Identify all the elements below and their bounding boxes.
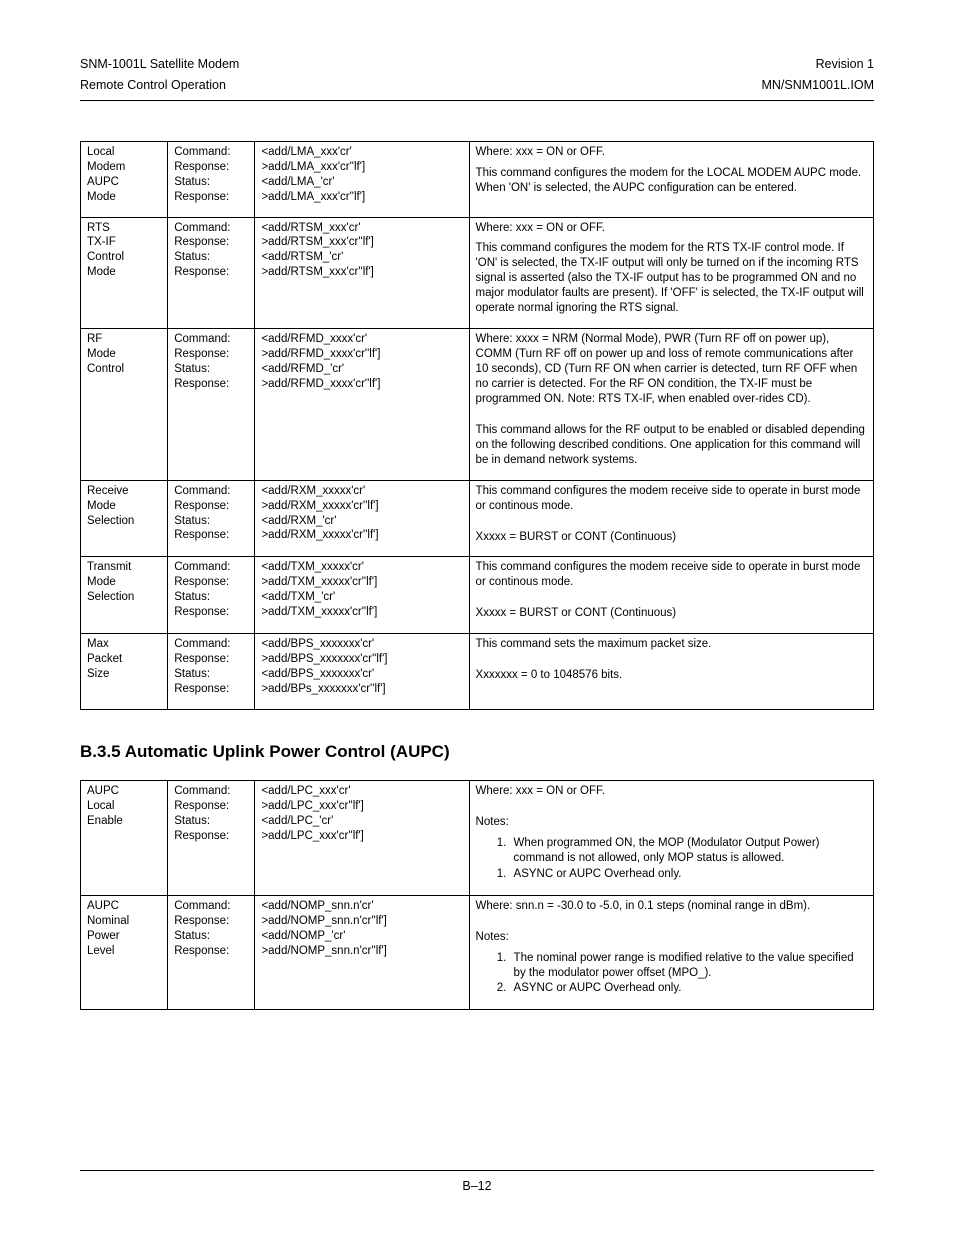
header-right-1: Revision 1 — [816, 56, 874, 73]
command-table-2: AUPCLocalEnableCommand:Response:Status:R… — [80, 780, 874, 1010]
parameter-name: RFModeControl — [81, 329, 168, 481]
table-row: RFModeControlCommand:Response:Status:Res… — [81, 329, 874, 481]
table-row: AUPCNominalPowerLevelCommand:Response:St… — [81, 895, 874, 1010]
table-row: TransmitModeSelectionCommand:Response:St… — [81, 557, 874, 634]
syntax-column: <add/RFMD_xxxx'cr'>add/RFMD_xxxx'cr''lf'… — [255, 329, 469, 481]
syntax-column: <add/RXM_xxxxx'cr'>add/RXM_xxxxx'cr''lf'… — [255, 480, 469, 557]
parameter-name: AUPCLocalEnable — [81, 781, 168, 896]
description-column: Where: xxxx = NRM (Normal Mode), PWR (Tu… — [469, 329, 873, 481]
header-rule — [80, 100, 874, 101]
label-column: Command:Response:Status:Response: — [168, 141, 255, 217]
parameter-name: AUPCNominalPowerLevel — [81, 895, 168, 1010]
command-table-1: LocalModemAUPCModeCommand:Response:Statu… — [80, 141, 874, 710]
description-column: Where: snn.n = -30.0 to -5.0, in 0.1 ste… — [469, 895, 873, 1010]
table-row: RTSTX-IFControlModeCommand:Response:Stat… — [81, 217, 874, 329]
header-left-2: Remote Control Operation — [80, 77, 226, 94]
document-page: SNM-1001L Satellite Modem Revision 1 Rem… — [0, 0, 954, 1235]
table-row: MaxPacketSizeCommand:Response:Status:Res… — [81, 634, 874, 710]
description-column: This command sets the maximum packet siz… — [469, 634, 873, 710]
syntax-column: <add/RTSM_xxx'cr'>add/RTSM_xxx'cr''lf']<… — [255, 217, 469, 329]
section-title: B.3.5 Automatic Uplink Power Control (AU… — [80, 742, 874, 762]
header-line-2: Remote Control Operation MN/SNM1001L.IOM — [80, 77, 874, 94]
page-number: B–12 — [462, 1179, 491, 1193]
syntax-column: <add/LMA_xxx'cr'>add/LMA_xxx'cr''lf']<ad… — [255, 141, 469, 217]
label-column: Command:Response:Status:Response: — [168, 895, 255, 1010]
parameter-name: RTSTX-IFControlMode — [81, 217, 168, 329]
header-line-1: SNM-1001L Satellite Modem Revision 1 — [80, 56, 874, 73]
parameter-name: MaxPacketSize — [81, 634, 168, 710]
description-column: This command configures the modem receiv… — [469, 480, 873, 557]
label-column: Command:Response:Status:Response: — [168, 781, 255, 896]
syntax-column: <add/NOMP_snn.n'cr'>add/NOMP_snn.n'cr''l… — [255, 895, 469, 1010]
header-right-2: MN/SNM1001L.IOM — [761, 77, 874, 94]
page-footer: B–12 — [0, 1170, 954, 1195]
table-row: ReceiveModeSelectionCommand:Response:Sta… — [81, 480, 874, 557]
label-column: Command:Response:Status:Response: — [168, 557, 255, 634]
table-row: AUPCLocalEnableCommand:Response:Status:R… — [81, 781, 874, 896]
description-column: This command configures the modem receiv… — [469, 557, 873, 634]
parameter-name: TransmitModeSelection — [81, 557, 168, 634]
table-row: LocalModemAUPCModeCommand:Response:Statu… — [81, 141, 874, 217]
label-column: Command:Response:Status:Response: — [168, 217, 255, 329]
parameter-name: ReceiveModeSelection — [81, 480, 168, 557]
description-column: Where: xxx = ON or OFF.Notes:When progra… — [469, 781, 873, 896]
label-column: Command:Response:Status:Response: — [168, 480, 255, 557]
syntax-column: <add/TXM_xxxxx'cr'>add/TXM_xxxxx'cr''lf'… — [255, 557, 469, 634]
label-column: Command:Response:Status:Response: — [168, 329, 255, 481]
header-left-1: SNM-1001L Satellite Modem — [80, 56, 239, 73]
label-column: Command:Response:Status:Response: — [168, 634, 255, 710]
syntax-column: <add/BPS_xxxxxxx'cr'>add/BPS_xxxxxxx'cr'… — [255, 634, 469, 710]
parameter-name: LocalModemAUPCMode — [81, 141, 168, 217]
description-column: Where: xxx = ON or OFF.This command conf… — [469, 217, 873, 329]
description-column: Where: xxx = ON or OFF.This command conf… — [469, 141, 873, 217]
syntax-column: <add/LPC_xxx'cr'>add/LPC_xxx'cr''lf']<ad… — [255, 781, 469, 896]
